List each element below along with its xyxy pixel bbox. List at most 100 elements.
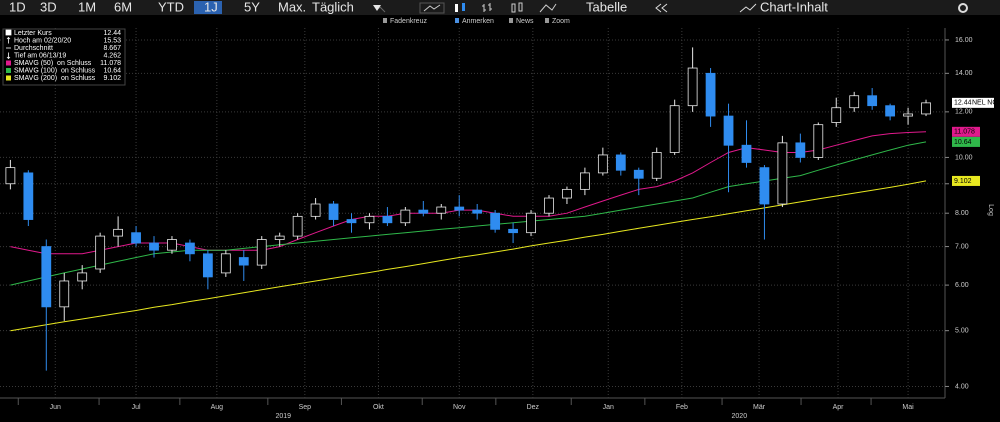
subtoolbar-icon	[455, 18, 459, 23]
candle-body	[472, 209, 483, 214]
year-label: 2019	[275, 413, 291, 420]
candle-body	[41, 246, 52, 308]
candle-body	[813, 124, 824, 158]
candle-body	[526, 212, 536, 234]
candle-body	[759, 167, 770, 205]
x-tick-label: Apr	[833, 404, 845, 411]
year-label: 2020	[732, 413, 748, 420]
legend-swatch	[6, 75, 11, 81]
x-tick-label: Nov	[453, 404, 466, 411]
legend-box	[2, 28, 126, 86]
candle-icon[interactable]	[462, 3, 465, 11]
y-tick-label: 16.00	[955, 37, 973, 44]
y-tick-label: 8.00	[955, 210, 969, 217]
last-price-tag: 12.44	[954, 100, 972, 107]
candle-body	[687, 67, 698, 107]
candle-body	[580, 172, 590, 190]
candle-body	[921, 102, 931, 115]
x-tick-label: Jun	[50, 404, 61, 411]
candle-body	[346, 219, 357, 224]
range-button[interactable]: YTD	[158, 0, 184, 14]
candle-body	[5, 167, 16, 185]
x-tick-label: Jan	[603, 404, 614, 411]
y-axis-panel	[945, 28, 1000, 398]
candle-body	[149, 242, 159, 251]
candle-body	[59, 280, 70, 308]
candle-body	[885, 105, 896, 117]
x-tick-label: Mär	[753, 404, 766, 411]
candle-body	[795, 142, 806, 158]
ma-tag-bg	[952, 175, 980, 186]
ma-tag-bg	[952, 126, 980, 137]
y-tick-label: 12.00	[955, 109, 973, 116]
range-button[interactable]: 6M	[114, 0, 132, 14]
ma-tag: 11.078	[954, 129, 975, 136]
candle-icon[interactable]	[455, 4, 458, 12]
ma-tag: 9.102	[954, 178, 972, 185]
legend-value: 8.667	[103, 45, 121, 52]
subtoolbar-icon	[383, 18, 387, 23]
ma-tag: 10.64	[954, 139, 972, 146]
range-button[interactable]: 1J	[204, 0, 218, 14]
candle-body	[364, 215, 375, 224]
legend-swatch	[6, 68, 11, 73]
collapse-icon[interactable]	[655, 3, 668, 13]
candle-body	[651, 152, 662, 179]
candle-body	[615, 154, 626, 171]
chart-content-button[interactable]: Chart-Inhalt	[760, 0, 828, 14]
candle-body	[597, 154, 608, 174]
candle-icon[interactable]	[518, 2, 523, 12]
y-tick-label: 6.00	[955, 282, 969, 289]
chart-content-icon[interactable]	[739, 3, 757, 13]
candle-body	[454, 206, 465, 211]
candle-body	[256, 239, 267, 266]
candle-icon[interactable]	[511, 3, 516, 13]
subtoolbar-button[interactable]: News	[516, 18, 534, 25]
mountain-icon[interactable]	[539, 3, 557, 13]
x-tick-label: Jul	[132, 404, 141, 411]
legend-value: 11.078	[100, 60, 121, 67]
subtoolbar-button[interactable]: Anmerken	[462, 18, 494, 25]
range-button[interactable]: Max.	[278, 0, 306, 14]
legend-label: Durchschnitt	[14, 45, 53, 52]
dropdown-arrow[interactable]	[373, 5, 381, 11]
legend-swatch	[6, 60, 11, 66]
range-button[interactable]: 3D	[40, 0, 57, 14]
x-tick-label: Feb	[676, 404, 688, 411]
x-tick-label: Sep	[299, 404, 312, 411]
bar-icon[interactable]	[482, 3, 492, 12]
table-button[interactable]: Tabelle	[586, 0, 627, 14]
legend-label: SMAVG (50) on Schluss	[14, 60, 92, 67]
subtoolbar	[0, 15, 1000, 28]
candle-body	[490, 212, 501, 230]
candle-body	[167, 239, 177, 251]
candle-body	[849, 95, 860, 109]
candle-body	[831, 107, 842, 123]
axis-scale-label: Log	[987, 204, 994, 216]
candle-body	[705, 72, 716, 117]
candle-body	[202, 253, 213, 278]
settings-icon[interactable]	[958, 3, 968, 13]
moving-average-line	[10, 180, 927, 332]
candle-body	[544, 197, 554, 214]
x-tick-label: Okt	[373, 404, 384, 411]
candle-body	[562, 188, 572, 199]
legend-symbol	[5, 29, 12, 36]
subtoolbar-button[interactable]: Zoom	[552, 18, 570, 25]
legend-symbol	[6, 36, 11, 44]
interval-dropdown[interactable]: Täglich	[312, 0, 354, 14]
range-button[interactable]: 5Y	[244, 0, 260, 14]
range-button[interactable]: 1D	[9, 0, 26, 14]
ma-tag-bg	[952, 136, 980, 147]
toolbar-icon[interactable]	[419, 2, 445, 14]
x-tick-label: Dez	[527, 404, 540, 411]
candle-body	[23, 172, 34, 220]
legend-value: 9.102	[103, 75, 121, 82]
line-chart-icon[interactable]	[423, 4, 441, 12]
subtoolbar-button[interactable]: Fadenkreuz	[390, 18, 427, 25]
candle-body	[633, 169, 644, 179]
range-button[interactable]: 1M	[78, 0, 96, 14]
legend-label: SMAVG (200) on Schluss	[14, 75, 96, 82]
